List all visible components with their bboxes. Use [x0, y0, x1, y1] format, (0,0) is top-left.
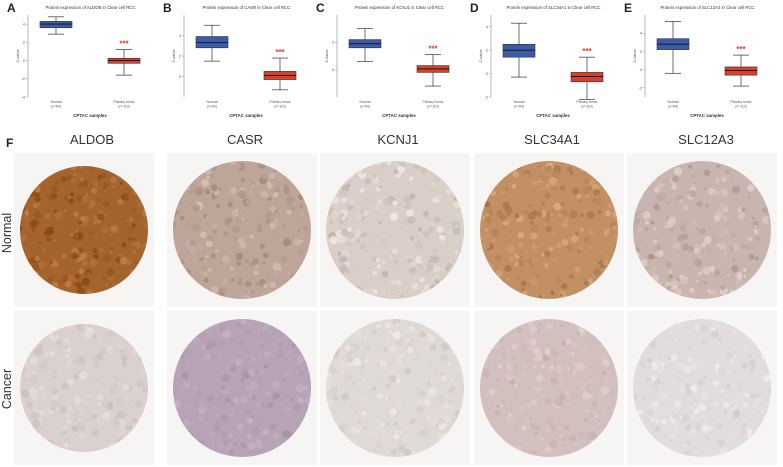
significance-label: ***: [582, 47, 592, 56]
box: [724, 66, 758, 76]
significance-label: ***: [736, 45, 746, 54]
y-tick-label: 4: [23, 22, 26, 27]
y-tick-label: 0: [640, 67, 643, 72]
y-tick-label: 2: [640, 49, 643, 54]
boxplot-kcnj1: Protein expression of KCNJ1 in Clear cel…: [323, 0, 468, 122]
y-tick-label: 2: [23, 40, 26, 45]
y-tick-label: 0: [179, 74, 182, 79]
x-category-label: Primary tumor: [269, 100, 291, 104]
y-tick-label: -2: [638, 85, 642, 90]
y-axis-label: Z-value: [15, 49, 20, 63]
x-category-label: Primary tumor: [576, 100, 598, 104]
x-category-label: Primary tumor: [113, 100, 135, 104]
ihc-tile-aldob-normal: [14, 153, 154, 307]
gene-label-slc12a3: SLC12A3: [678, 132, 734, 147]
y-tick-label: 2: [179, 53, 182, 58]
x-category-label: Normal: [360, 100, 371, 104]
panel-letter-b: B: [163, 1, 172, 15]
ihc-tile-casr-cancer: [167, 311, 317, 465]
significance-label: ***: [275, 48, 285, 57]
x-axis-label: CPTAC samples: [382, 113, 416, 118]
row-label-normal: Normal: [0, 212, 14, 254]
x-category-label: Normal: [514, 100, 525, 104]
x-category-label: (n=110): [118, 105, 130, 109]
chart-title: Protein expression of KCNJ1 in Clear cel…: [355, 5, 444, 10]
x-category-label: (n=110): [427, 105, 439, 109]
ihc-tile-aldob-cancer: [14, 311, 154, 465]
boxplot-casr: Protein expression of CASR in Clear cell…: [170, 0, 315, 122]
ihc-tile-kcnj1-normal: [320, 153, 470, 307]
ihc-tile-slc34a1-cancer: [474, 311, 624, 465]
chart-title: Protein expression of SLC12A3 in Clear c…: [660, 5, 754, 10]
x-axis-label: CPTAC samples: [690, 113, 724, 118]
panel-letter-a: A: [7, 1, 16, 15]
ihc-tile-casr-normal: [167, 153, 317, 307]
chart-title: Protein expression of CASR in Clear cell…: [203, 5, 291, 10]
x-axis-label: CPTAC samples: [229, 113, 263, 118]
y-tick-label: 4: [179, 33, 182, 38]
box: [570, 72, 604, 83]
ihc-tile-slc12a3-normal: [627, 153, 777, 307]
x-category-label: (n=110): [735, 105, 747, 109]
box: [39, 21, 73, 29]
x-category-label: (n=84): [207, 105, 217, 109]
y-tick-label: 0: [486, 71, 489, 76]
boxplot-aldob: Protein expression of ALDOB in Clear cel…: [14, 0, 159, 122]
y-tick-label: 4: [486, 24, 489, 29]
gene-label-aldob: ALDOB: [69, 132, 115, 147]
x-axis-label: CPTAC samples: [73, 113, 107, 118]
gene-label-casr: CASR: [226, 132, 264, 147]
tissue-core: [480, 319, 618, 457]
significance-label: ***: [119, 40, 129, 49]
chart-title: Protein expression of ALDOB in Clear cel…: [45, 5, 135, 10]
chart-title: Protein expression of SLC34A1 in Clear c…: [506, 5, 600, 10]
x-axis-label: CPTAC samples: [536, 113, 570, 118]
y-tick-label: 2: [332, 40, 335, 45]
panel-letter-e: E: [624, 1, 633, 15]
tissue-texture: [20, 166, 148, 294]
panel-letter-d: D: [470, 1, 479, 15]
panel-letter-f: F: [6, 136, 14, 150]
y-tick-label: 0: [332, 67, 335, 72]
x-category-label: (n=84): [360, 105, 370, 109]
x-category-label: (n=84): [668, 105, 678, 109]
x-category-label: (n=110): [274, 105, 286, 109]
tissue-core: [326, 319, 464, 457]
y-axis-label: Z-value: [632, 49, 637, 63]
x-category-label: (n=110): [581, 105, 593, 109]
boxplot-slc12a3: Protein expression of SLC12A3 in Clear c…: [631, 0, 776, 122]
boxplot-slc34a1: Protein expression of SLC34A1 in Clear c…: [477, 0, 622, 122]
significance-label: ***: [428, 45, 438, 54]
row-label-cancer: Cancer: [0, 368, 14, 410]
y-axis-label: Z-value: [171, 49, 176, 63]
y-tick-label: 2: [486, 48, 489, 53]
gene-label-kcnj1: KCNJ1: [377, 132, 419, 147]
y-tick-label: 0: [23, 58, 26, 63]
panel-letter-c: C: [316, 1, 325, 15]
x-category-label: (n=84): [51, 105, 61, 109]
x-category-label: (n=84): [514, 105, 524, 109]
x-category-label: Normal: [51, 100, 62, 104]
y-tick-label: -2: [484, 94, 488, 99]
ihc-tile-slc12a3-cancer: [627, 311, 777, 465]
x-category-label: Primary tumor: [730, 100, 752, 104]
tissue-texture: [633, 319, 771, 457]
box: [502, 43, 536, 58]
x-category-label: Normal: [668, 100, 679, 104]
y-tick-label: 4: [640, 31, 643, 36]
y-axis-label: Z-value: [324, 49, 329, 63]
ihc-tile-slc34a1-normal: [474, 153, 624, 307]
y-tick-label: -2: [21, 76, 25, 81]
box: [195, 36, 229, 49]
y-axis-label: Z-value: [478, 49, 483, 63]
gene-label-slc34a1: SLC34A1: [524, 132, 580, 147]
ihc-tile-kcnj1-cancer: [320, 311, 470, 465]
x-category-label: Normal: [207, 100, 218, 104]
y-tick-label: -4: [21, 94, 25, 99]
x-category-label: Primary tumor: [422, 100, 444, 104]
